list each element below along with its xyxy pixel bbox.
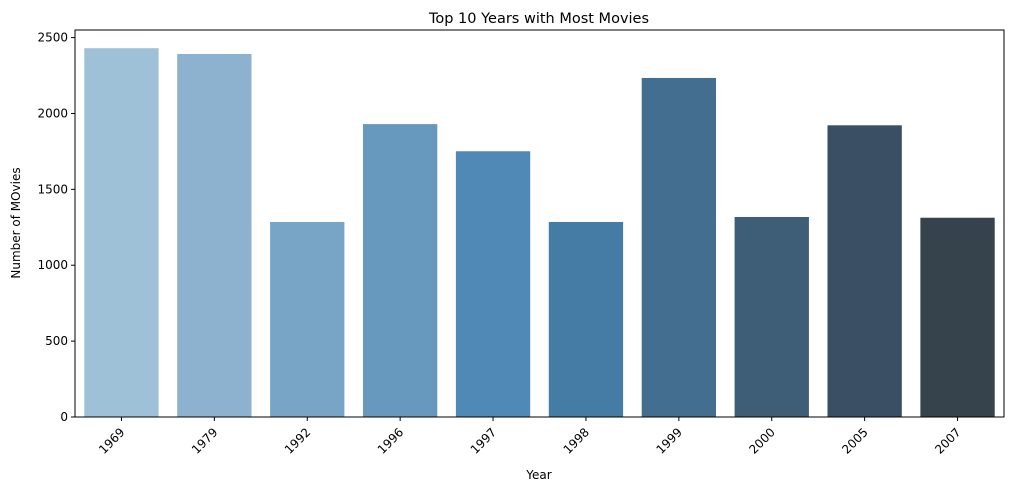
y-tick-label: 1500 — [37, 182, 68, 196]
bar-1998 — [548, 221, 624, 417]
x-axis-label: Year — [525, 468, 551, 482]
bar-1996 — [362, 124, 438, 417]
plot-frame — [74, 29, 1005, 418]
y-tick-label: 2000 — [37, 106, 68, 120]
bar-1969 — [84, 48, 159, 418]
y-axis-label: Number of MOvies — [9, 167, 23, 278]
bar-1979 — [177, 53, 252, 418]
y-tick-label: 2500 — [37, 31, 68, 45]
bar-1997 — [455, 151, 531, 417]
bar-1999 — [641, 77, 717, 418]
y-axis: 0 500 1000 1500 2000 2500 — [37, 31, 75, 424]
bars-group — [84, 48, 995, 418]
chart-title: Top 10 Years with Most Movies — [428, 11, 649, 27]
bar-2007 — [920, 217, 995, 417]
y-tick-label: 0 — [60, 410, 68, 424]
bar-2000 — [734, 216, 809, 417]
y-tick-label: 1000 — [37, 258, 68, 272]
bar-2005 — [827, 125, 902, 418]
y-tick-label: 500 — [45, 334, 68, 348]
bar-1992 — [270, 221, 345, 417]
